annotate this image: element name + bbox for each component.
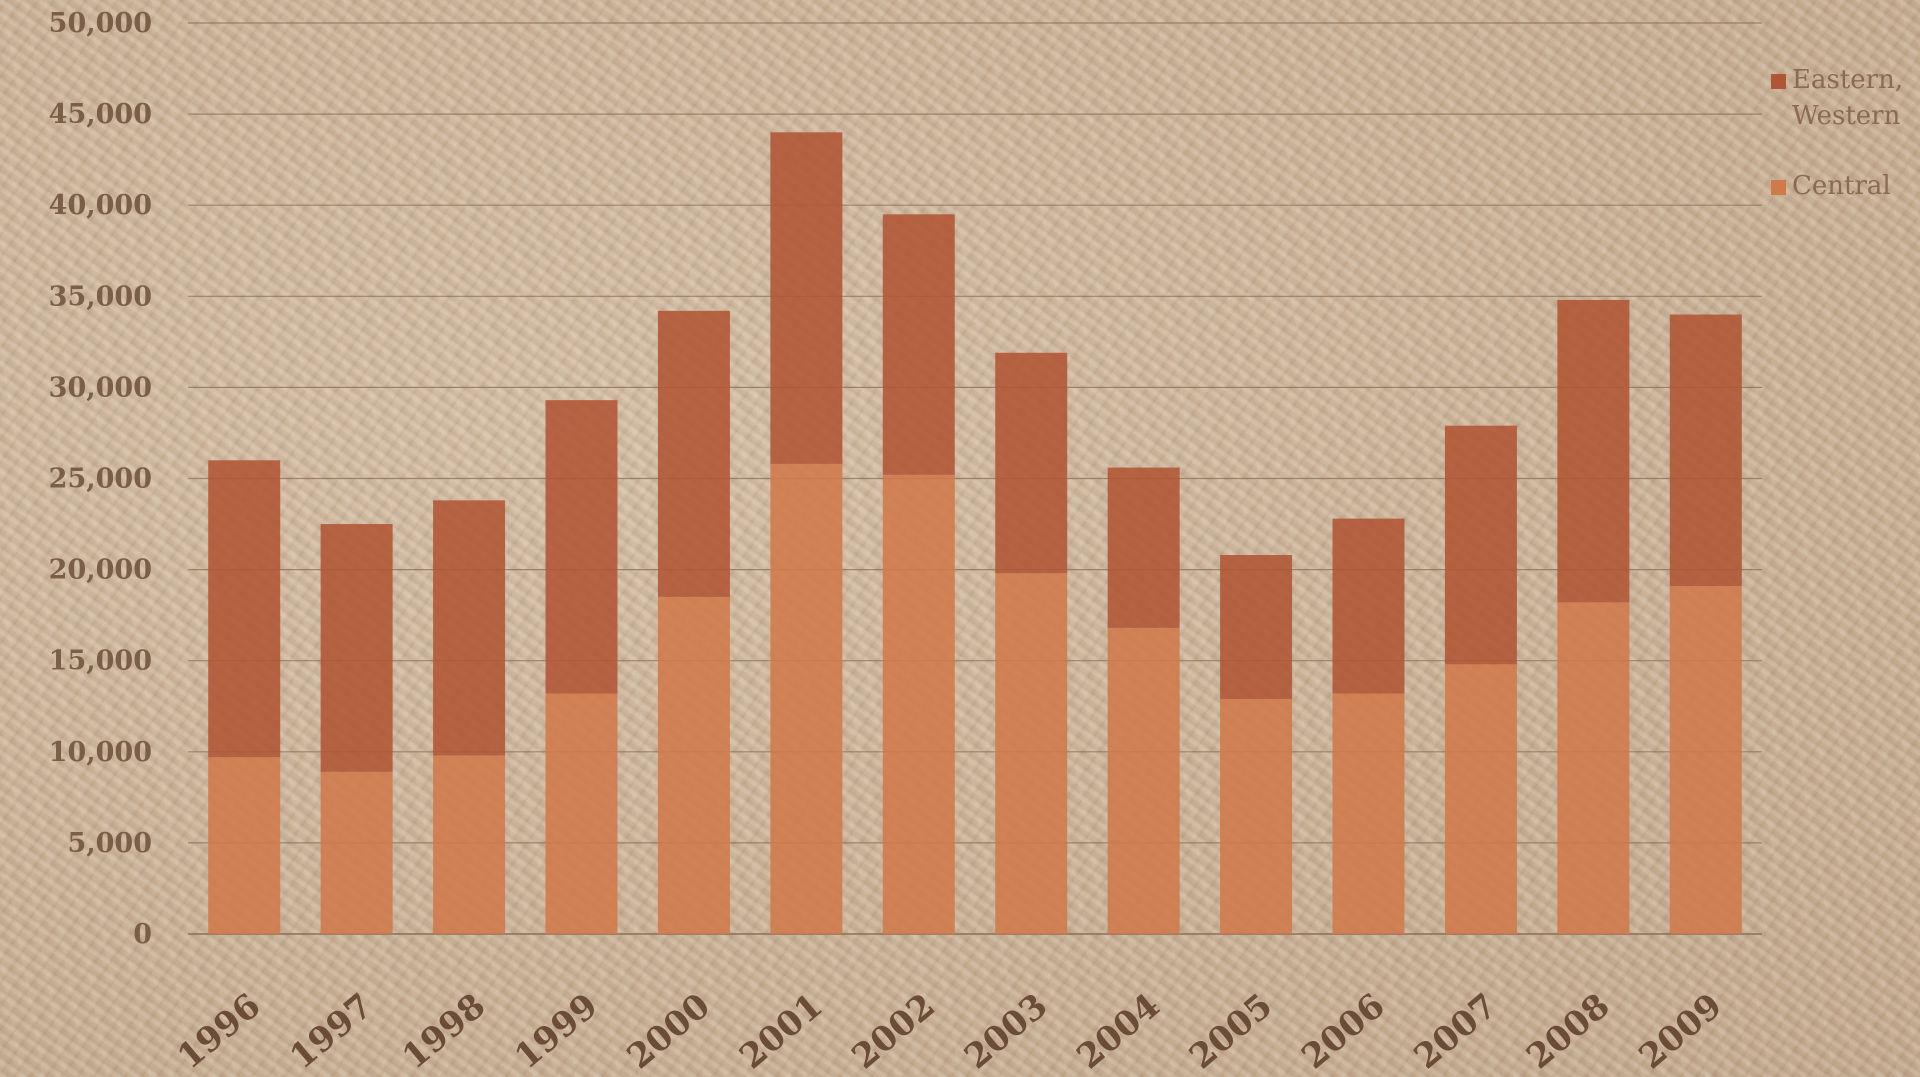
bar-1999-eastern-western bbox=[545, 400, 618, 694]
bar-2004-eastern-western bbox=[1107, 467, 1180, 628]
y-axis: 0 5,000 10,000 15,000 20,000 25,000 30,000 35,0… bbox=[49, 8, 152, 950]
legend: Eastern, Western Central bbox=[1771, 65, 1903, 201]
bar-1998-central bbox=[433, 755, 506, 934]
y-tick-label: 15,000 bbox=[49, 646, 152, 677]
bar-2002-eastern-western bbox=[882, 214, 955, 475]
x-tick-label: 2002 bbox=[845, 986, 943, 1077]
x-tick-label: 2007 bbox=[1407, 986, 1505, 1077]
bar-2005-central bbox=[1220, 698, 1293, 934]
x-tick-label: 2000 bbox=[620, 986, 718, 1077]
bar-1999-central bbox=[545, 693, 618, 934]
y-tick-label: 50,000 bbox=[49, 8, 152, 39]
bar-2000-eastern-western bbox=[657, 310, 730, 597]
bar-2006-eastern-western bbox=[1332, 518, 1405, 694]
gridlines bbox=[188, 22, 1762, 935]
y-tick-label: 30,000 bbox=[49, 372, 152, 403]
y-tick-label: 25,000 bbox=[49, 464, 152, 495]
y-tick-label: 35,000 bbox=[49, 281, 152, 312]
bar-2009-central bbox=[1669, 585, 1742, 934]
bar-2002-central bbox=[882, 474, 955, 934]
x-tick-label: 2005 bbox=[1182, 986, 1280, 1077]
x-axis: 1996 1997 1998 1999 2000 2001 2002 2003 2004 2005… bbox=[170, 986, 1730, 1077]
x-tick-label: 2006 bbox=[1294, 986, 1392, 1077]
x-tick-label: 2009 bbox=[1632, 986, 1730, 1077]
bars bbox=[208, 132, 1742, 934]
bar-1997-central bbox=[320, 771, 393, 934]
y-tick-label: 10,000 bbox=[49, 737, 152, 768]
bar-2009-eastern-western bbox=[1669, 314, 1742, 586]
bar-2003-central bbox=[995, 573, 1068, 934]
bar-2003-eastern-western bbox=[995, 352, 1068, 574]
x-tick-label: 1998 bbox=[395, 986, 493, 1077]
bar-2005-eastern-western bbox=[1220, 555, 1293, 699]
x-tick-label: 1999 bbox=[507, 986, 605, 1077]
bar-2001-eastern-western bbox=[770, 132, 843, 464]
x-tick-label: 2003 bbox=[957, 986, 1055, 1077]
legend-label: Central bbox=[1792, 171, 1891, 201]
y-tick-label: 5,000 bbox=[67, 828, 152, 859]
y-tick-label: 20,000 bbox=[49, 555, 152, 586]
bar-1998-eastern-western bbox=[433, 500, 506, 756]
y-tick-label: 45,000 bbox=[49, 99, 152, 130]
legend-swatch bbox=[1771, 74, 1786, 89]
x-tick-label: 1996 bbox=[170, 986, 268, 1077]
x-tick-label: 2008 bbox=[1519, 986, 1617, 1077]
legend-label: Eastern, Western bbox=[1792, 65, 1903, 131]
legend-swatch bbox=[1771, 180, 1786, 195]
bar-2006-central bbox=[1332, 693, 1405, 934]
bar-2001-central bbox=[770, 463, 843, 934]
bar-2007-central bbox=[1444, 664, 1517, 934]
bar-2004-central bbox=[1107, 627, 1180, 934]
y-tick-label: 40,000 bbox=[49, 190, 152, 221]
bar-2000-central bbox=[657, 596, 730, 934]
bar-2008-central bbox=[1557, 602, 1630, 934]
bar-1996-central bbox=[208, 757, 281, 934]
x-tick-label: 1997 bbox=[282, 986, 380, 1077]
bar-1997-eastern-western bbox=[320, 524, 393, 772]
bar-1996-eastern-western bbox=[208, 460, 281, 758]
bar-2007-eastern-western bbox=[1444, 425, 1517, 665]
x-tick-label: 2004 bbox=[1069, 986, 1167, 1077]
y-tick-label: 0 bbox=[133, 919, 152, 950]
x-tick-label: 2001 bbox=[732, 986, 830, 1077]
bar-2008-eastern-western bbox=[1557, 299, 1630, 603]
